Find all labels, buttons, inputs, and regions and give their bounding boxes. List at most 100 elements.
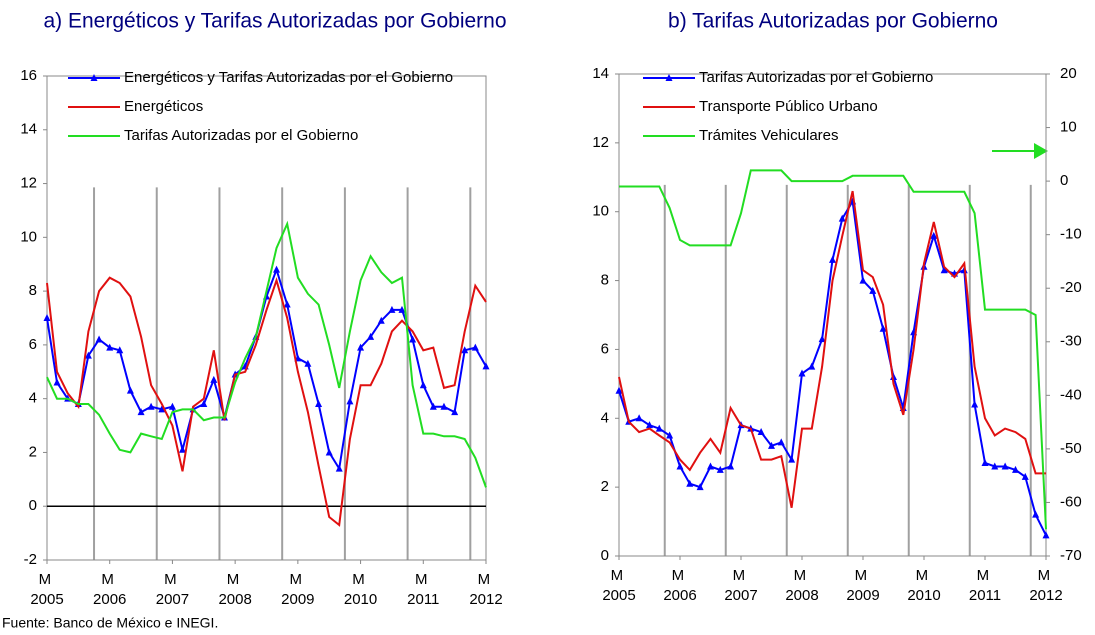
series-marker (798, 369, 806, 377)
axis-arrow (992, 143, 1048, 159)
y-tick-label: 12 (592, 134, 609, 151)
series-marker (398, 305, 406, 313)
series-marker (200, 400, 208, 408)
series-marker (325, 448, 333, 456)
y-tick-label: 10 (592, 203, 609, 220)
series-marker (367, 332, 375, 340)
series-marker (655, 424, 663, 432)
series-marker (440, 402, 448, 410)
legend-label: Tarifas Autorizadas por el Gobierno (699, 69, 933, 86)
source-note: Fuente: Banco de México e INEGI. (2, 615, 218, 631)
series-marker (419, 381, 427, 389)
series-line (619, 169, 1047, 530)
x-tick-label: M 2011 (407, 571, 439, 608)
series-marker (838, 214, 846, 222)
series-marker (95, 335, 103, 343)
y-tick-label: 4 (601, 409, 609, 426)
series-marker (126, 386, 134, 394)
legend-label: Energéticos (124, 98, 203, 115)
series-marker (696, 483, 704, 491)
y-tick-label: 16 (20, 67, 37, 84)
legend-label: Tarifas Autorizadas por el Gobierno (124, 127, 358, 144)
x-tick-label: M 2006 (663, 567, 696, 604)
y2-tick-label: -70 (1060, 547, 1082, 564)
series-marker (1012, 465, 1019, 473)
y-tick-label: 6 (29, 336, 37, 353)
series-marker (409, 335, 417, 343)
y-tick-label: 0 (601, 547, 609, 564)
y-tick-label: 0 (29, 497, 37, 514)
x-tick-label: M 2008 (785, 567, 818, 604)
chart-title: b) Tarifas Autorizadas por Gobierno (668, 10, 998, 33)
series-marker (335, 464, 343, 472)
series-line (46, 276, 487, 527)
series-marker (461, 346, 469, 354)
x-tick-label: M 2012 (469, 571, 502, 608)
series-marker (686, 479, 694, 487)
series-marker (768, 441, 775, 449)
series-marker (981, 459, 989, 467)
y-tick-label: 6 (601, 340, 609, 357)
x-tick-label: M 2010 (907, 567, 940, 604)
series-marker (615, 386, 623, 394)
series-marker (273, 265, 281, 273)
series-marker (283, 300, 291, 308)
series-marker (315, 400, 323, 408)
x-tick-label: M 2006 (93, 571, 126, 608)
series-marker (43, 314, 51, 321)
series-marker (777, 438, 785, 446)
series-marker (53, 378, 61, 386)
y2-tick-label: -40 (1060, 386, 1082, 403)
series-marker (429, 402, 437, 410)
y2-tick-label: 0 (1060, 172, 1068, 189)
series-marker (116, 346, 124, 354)
legend-label: Energéticos y Tarifas Autorizadas por el… (124, 69, 453, 86)
y2-tick-label: -50 (1060, 440, 1082, 457)
series-marker (178, 445, 186, 453)
series-marker (707, 462, 714, 470)
x-tick-label: M 2009 (846, 567, 879, 604)
y-tick-label: 8 (29, 282, 37, 299)
series-marker (818, 335, 826, 343)
y-tick-label: 12 (20, 175, 37, 192)
series-marker (676, 462, 684, 470)
y2-tick-label: -20 (1060, 279, 1082, 296)
y2-tick-label: -60 (1060, 493, 1082, 510)
series-marker (168, 402, 176, 410)
series-marker (666, 431, 674, 439)
series-marker (451, 408, 459, 416)
series-marker (940, 266, 948, 274)
series-marker (357, 343, 365, 351)
y-tick-label: 14 (592, 65, 609, 82)
legend-label: Trámites Vehiculares (699, 127, 839, 144)
series-marker (1021, 472, 1029, 480)
y-tick-label: 2 (601, 478, 609, 495)
series-marker (388, 305, 396, 313)
series-marker (646, 421, 653, 429)
series-marker (808, 362, 816, 370)
x-tick-label: M 2010 (344, 571, 377, 608)
series-marker (635, 414, 643, 422)
series-marker (879, 324, 887, 332)
series-line (618, 190, 1046, 508)
series-line (46, 220, 487, 488)
chart-title: a) Energéticos y Tarifas Autorizadas por… (43, 10, 506, 33)
series-marker (727, 462, 735, 470)
series-marker (1042, 531, 1050, 539)
x-tick-label: M 2008 (218, 571, 251, 608)
y-tick-label: 10 (20, 228, 37, 245)
series-marker (210, 375, 218, 383)
series-marker (137, 408, 145, 416)
series-marker (869, 286, 877, 294)
plot-frame (618, 73, 1047, 557)
series-marker (1032, 510, 1040, 518)
y2-tick-label: 20 (1060, 65, 1077, 82)
x-tick-label: M 2009 (281, 571, 314, 608)
series-marker (304, 359, 312, 367)
x-tick-label: M 2005 (30, 571, 63, 608)
x-tick-label: M 2007 (724, 567, 757, 604)
series-marker (346, 397, 354, 405)
series-marker (716, 465, 724, 473)
